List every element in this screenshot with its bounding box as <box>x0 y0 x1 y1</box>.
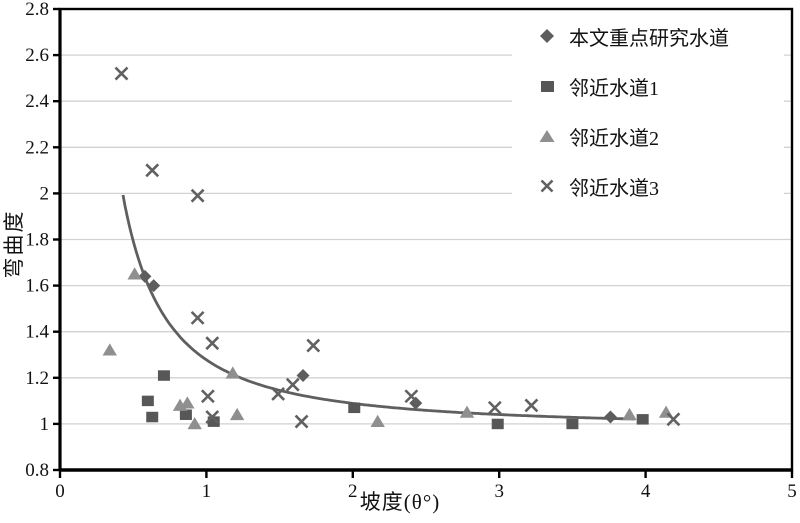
data-point-triangle <box>459 405 475 418</box>
triangle-marker-icon <box>539 130 555 142</box>
data-point-square <box>207 416 220 427</box>
y-tick-label: 1.6 <box>25 276 49 297</box>
legend-label: 本文重点研究水道 <box>569 27 729 50</box>
data-point-x <box>205 410 220 424</box>
data-point-diamond <box>147 279 161 293</box>
chart-legend: 本文重点研究水道 邻近水道1 邻近水道2 邻近水道3 <box>512 13 784 211</box>
x-tick-label: 4 <box>641 481 651 502</box>
data-point-x <box>190 310 205 325</box>
y-tick-label: 1 <box>40 414 50 435</box>
data-point-diamond <box>296 368 310 382</box>
data-point-x <box>114 66 129 81</box>
data-point-x <box>285 377 300 392</box>
square-marker-icon <box>541 81 554 92</box>
data-point-triangle <box>102 343 117 356</box>
y-tick-label: 1.4 <box>25 322 49 343</box>
y-axis-title: 弯曲度 <box>2 209 26 279</box>
data-point-square <box>566 418 579 430</box>
data-point-x <box>145 163 160 178</box>
data-point-x <box>404 389 419 404</box>
data-point-x <box>524 398 539 413</box>
data-point-x <box>487 400 502 415</box>
data-point-x <box>200 389 215 404</box>
data-point-x <box>190 188 205 203</box>
data-point-x <box>271 387 286 401</box>
x-tick-label: 5 <box>787 481 797 502</box>
y-tick-label: 2 <box>40 183 50 204</box>
y-tick-label: 1.2 <box>25 368 49 389</box>
data-point-x <box>205 336 220 351</box>
x-tick-label: 3 <box>494 481 504 502</box>
data-point-square <box>491 418 504 430</box>
y-tick-label: 0.8 <box>25 460 49 481</box>
x-marker-icon <box>540 179 554 193</box>
data-point-triangle <box>180 396 195 409</box>
data-point-triangle <box>225 366 240 379</box>
data-point-triangle <box>127 267 142 280</box>
fit-curve <box>121 194 635 421</box>
data-point-x <box>294 414 309 429</box>
data-point-triangle <box>229 407 245 421</box>
y-tick-label: 2.6 <box>25 45 49 66</box>
legend-item-adjacent-1: 邻近水道1 <box>538 73 784 100</box>
data-point-triangle <box>622 407 637 421</box>
diamond-marker-icon <box>540 29 554 43</box>
legend-item-main-channel: 本文重点研究水道 <box>538 23 784 50</box>
data-point-x <box>666 412 681 427</box>
data-point-square <box>141 395 154 407</box>
legend-label: 邻近水道1 <box>569 77 659 100</box>
x-tick-label: 2 <box>348 481 358 502</box>
y-tick-label: 2.8 <box>25 0 49 20</box>
legend-item-adjacent-3: 邻近水道3 <box>538 173 784 200</box>
legend-label: 邻近水道3 <box>569 177 659 200</box>
data-point-square <box>348 402 361 414</box>
y-tick-label: 2.2 <box>25 137 49 158</box>
data-point-square <box>179 409 192 420</box>
legend-label: 邻近水道2 <box>569 127 659 150</box>
y-tick-label: 2.4 <box>25 91 49 112</box>
data-point-triangle <box>187 417 202 430</box>
data-point-triangle <box>370 414 385 427</box>
data-point-x <box>306 338 321 353</box>
data-point-diamond <box>138 269 152 283</box>
data-point-square <box>157 370 170 381</box>
legend-item-adjacent-2: 邻近水道2 <box>538 123 784 150</box>
x-tick-label: 1 <box>202 481 212 502</box>
data-point-square <box>636 414 649 425</box>
data-point-square <box>146 411 159 423</box>
x-axis-title: 坡度(θ°) <box>359 490 441 514</box>
x-tick-label: 0 <box>55 481 65 502</box>
data-point-diamond <box>603 410 617 424</box>
data-point-diamond <box>409 396 423 410</box>
y-tick-label: 1.8 <box>25 230 49 251</box>
